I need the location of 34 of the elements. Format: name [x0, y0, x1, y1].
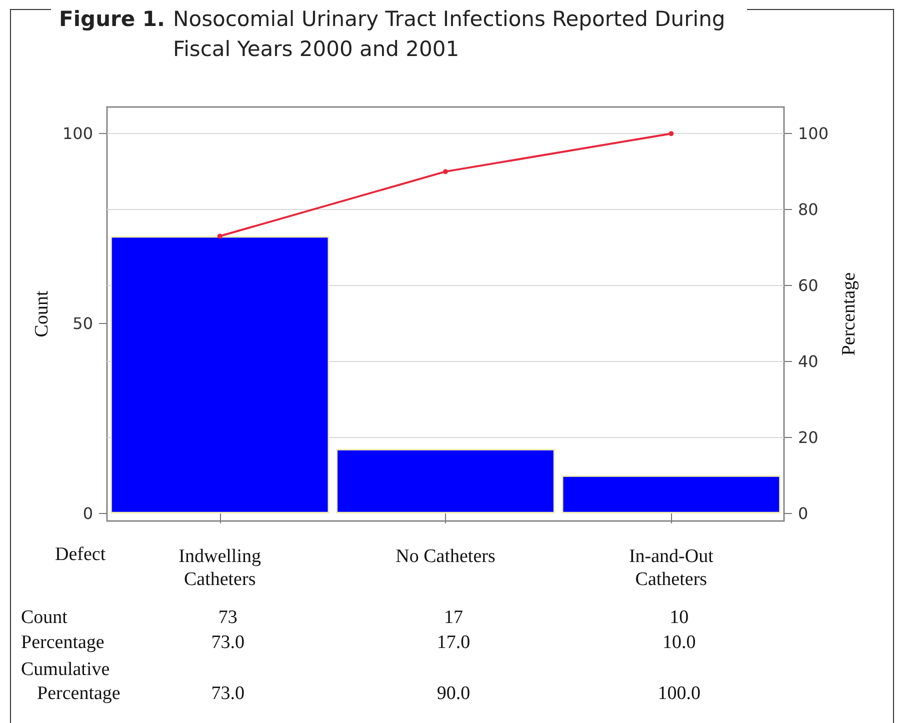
point	[217, 234, 222, 239]
chart-title: Figure 1. Nosocomial Urinary Tract Infections Reported During Fiscal Years 2000 and 2001	[59, 6, 726, 63]
x-tick-label: Indwelling Catheters	[178, 546, 262, 590]
x-tick-label: No Catheters	[396, 546, 496, 567]
text: 17.0	[436, 631, 470, 655]
bar	[336, 448, 555, 514]
data-label: 73.0	[211, 682, 244, 706]
y2-tick-label: 40	[798, 352, 818, 371]
x-tick-label: In-and-Out Catheters	[628, 546, 714, 590]
text: Defect	[55, 543, 106, 567]
y2-tick-label: 80	[798, 200, 818, 220]
text: 73.0	[211, 631, 244, 655]
y-axis-title: Count	[32, 290, 53, 338]
data-label: 10	[670, 606, 689, 630]
y2-tick-label: 20	[798, 428, 818, 447]
y-tick-label: 50	[72, 314, 93, 333]
text: 10.0	[662, 631, 696, 655]
data-label: 90.0	[436, 682, 470, 706]
point	[668, 131, 674, 136]
y2-tick-label: 0	[798, 504, 808, 523]
text: Percentage	[21, 631, 104, 655]
y2-tick-label: 60	[798, 276, 818, 296]
data-label: 17	[444, 606, 463, 630]
y-tick-label: 0	[82, 504, 93, 523]
y-tick-label: 100	[62, 124, 93, 144]
data-label: 73	[218, 606, 238, 630]
bar	[562, 475, 781, 514]
y2-axis-title: Percentage	[838, 272, 860, 356]
text: Cumulative Percentage	[21, 658, 122, 706]
data-label: 100.0	[658, 682, 701, 706]
y2-tick-label: 100	[798, 124, 829, 144]
text: Count	[21, 606, 68, 630]
bar	[110, 236, 330, 514]
point	[443, 169, 448, 174]
